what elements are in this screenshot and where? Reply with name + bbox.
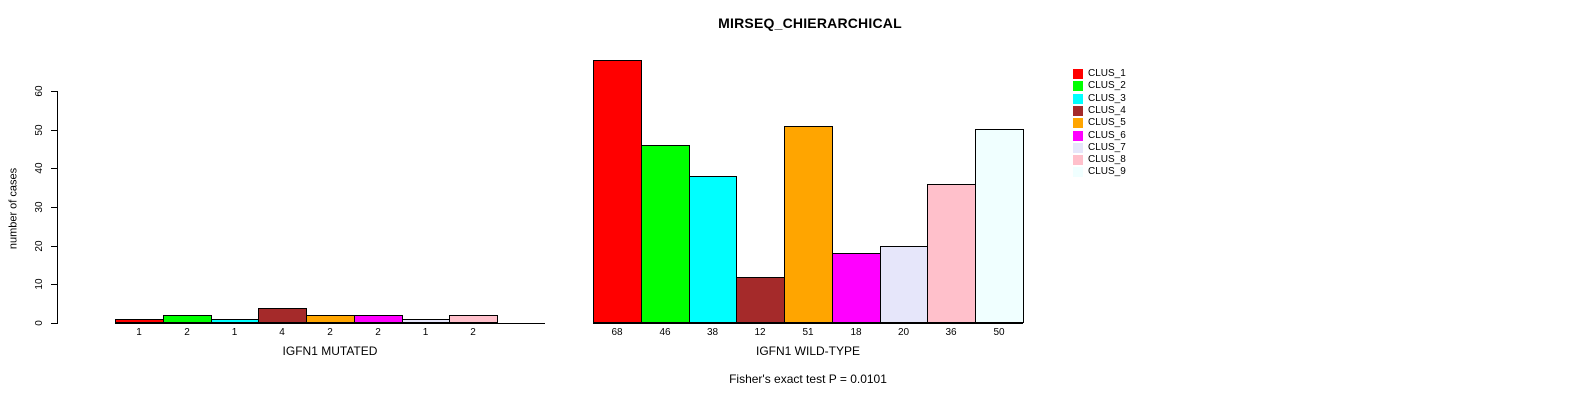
y-tick xyxy=(51,323,58,324)
x-axis-label-mutated: IGFN1 MUTATED xyxy=(282,344,378,358)
legend-label: CLUS_1 xyxy=(1088,68,1126,79)
bar-clus_2 xyxy=(641,145,690,323)
bar-value-label: 1 xyxy=(231,327,238,338)
bar-clus_7 xyxy=(880,246,928,323)
legend-swatch-clus_6 xyxy=(1073,131,1083,141)
fisher-test-annotation: Fisher's exact test P = 0.0101 xyxy=(729,372,887,386)
bar-value-label: 2 xyxy=(470,327,476,338)
bar-clus_6 xyxy=(832,253,881,323)
legend-label: CLUS_7 xyxy=(1088,142,1126,153)
y-tick-label: 60 xyxy=(34,85,45,97)
legend-label: CLUS_4 xyxy=(1088,105,1126,116)
bar-clus_1 xyxy=(593,60,642,323)
bar-value-label: 68 xyxy=(611,327,623,338)
y-tick xyxy=(51,246,58,247)
bar-value-label: 2 xyxy=(375,327,381,338)
bar-value-label: 18 xyxy=(850,327,862,338)
legend-label: CLUS_5 xyxy=(1088,117,1126,128)
y-tick xyxy=(51,91,58,92)
legend-swatch-clus_4 xyxy=(1073,106,1083,116)
bar-clus_9 xyxy=(975,129,1024,323)
bar-value-label: 36 xyxy=(945,327,957,338)
bar-value-label: 4 xyxy=(279,327,285,338)
bar-clus_8 xyxy=(927,184,976,323)
x-axis-baseline xyxy=(593,323,1023,324)
y-tick xyxy=(51,284,58,285)
legend-label: CLUS_3 xyxy=(1088,93,1126,104)
bar-value-label: 2 xyxy=(184,327,190,338)
y-tick-label: 0 xyxy=(34,320,45,326)
bar-value-label: 51 xyxy=(802,327,814,338)
y-tick-label: 20 xyxy=(34,240,45,252)
y-tick-label: 10 xyxy=(34,278,45,290)
bar-clus_5 xyxy=(306,315,355,323)
bar-value-label: 50 xyxy=(993,327,1005,338)
y-tick xyxy=(51,168,58,169)
y-axis-label: number of cases xyxy=(7,167,20,250)
legend-swatch-clus_9 xyxy=(1073,167,1083,177)
y-tick xyxy=(51,207,58,208)
bar-clus_4 xyxy=(736,277,785,323)
bar-value-label: 2 xyxy=(327,327,333,338)
y-tick-label: 40 xyxy=(34,162,45,174)
legend-swatch-clus_7 xyxy=(1073,143,1083,153)
legend-label: CLUS_2 xyxy=(1088,80,1126,91)
bar-clus_8 xyxy=(449,315,498,323)
bar-clus_5 xyxy=(784,126,833,323)
legend-swatch-clus_1 xyxy=(1073,69,1083,79)
legend-label: CLUS_9 xyxy=(1088,166,1126,177)
bar-value-label: 12 xyxy=(754,327,766,338)
legend-swatch-clus_5 xyxy=(1073,118,1083,128)
bar-value-label: 38 xyxy=(706,327,719,338)
bar-clus_4 xyxy=(258,308,307,323)
legend-label: CLUS_8 xyxy=(1088,154,1126,165)
legend-swatch-clus_8 xyxy=(1073,155,1083,165)
y-tick-label: 50 xyxy=(34,124,45,136)
y-tick-label: 30 xyxy=(34,201,45,213)
bar-clus_2 xyxy=(163,315,212,323)
bar-value-label: 1 xyxy=(136,327,142,338)
bar-value-label: 1 xyxy=(422,327,429,338)
chart-title: MIRSEQ_CHIERARCHICAL xyxy=(718,15,902,31)
bar-value-label: 46 xyxy=(659,327,671,338)
legend-swatch-clus_2 xyxy=(1073,81,1083,91)
bar-clus_6 xyxy=(354,315,403,323)
legend-label: CLUS_6 xyxy=(1088,130,1126,141)
y-tick xyxy=(51,130,58,131)
bar-value-label: 20 xyxy=(897,327,910,338)
x-axis-label-wildtype: IGFN1 WILD-TYPE xyxy=(755,344,860,358)
x-axis-baseline xyxy=(115,323,545,324)
bar-clus_3 xyxy=(689,176,737,323)
legend-swatch-clus_3 xyxy=(1073,94,1083,104)
